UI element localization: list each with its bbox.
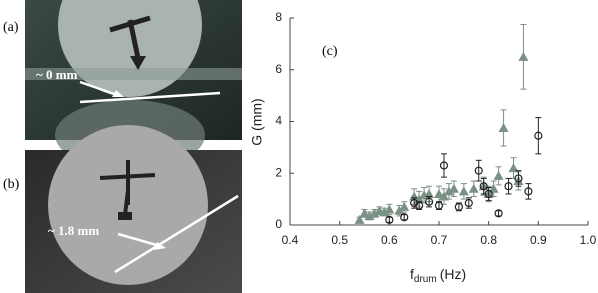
panel-label: (c) xyxy=(322,44,338,59)
triangle-point xyxy=(488,183,499,193)
triangle-point xyxy=(508,163,519,173)
triangle-point xyxy=(379,207,390,217)
panel-label: (b) xyxy=(3,177,20,192)
panel-label: (a) xyxy=(3,20,19,35)
error-bar xyxy=(515,170,522,187)
triangle-point xyxy=(493,170,504,180)
y-tick-label: 6 xyxy=(275,62,282,76)
circle-point xyxy=(494,209,503,218)
triangle-point xyxy=(359,208,370,218)
error-bar xyxy=(440,153,447,178)
circle-point xyxy=(464,198,473,208)
x-axis-label: fdrum (Hz) xyxy=(410,266,466,285)
circle-point xyxy=(434,201,444,210)
y-tick-label: 2 xyxy=(275,165,282,179)
x-tick-label: 0.7 xyxy=(431,233,448,247)
x-tick-label: 0.6 xyxy=(381,233,398,247)
triangle-point xyxy=(438,191,449,201)
circle-point xyxy=(454,202,463,211)
error-bar xyxy=(505,177,512,195)
circle-point xyxy=(534,131,543,140)
error-bar xyxy=(495,210,502,217)
error-bar xyxy=(485,186,492,201)
circle-point xyxy=(415,201,424,210)
y-axis-label: G (mm) xyxy=(249,98,265,145)
error-bar xyxy=(525,183,532,200)
triangle-point xyxy=(448,183,459,193)
triangle-point xyxy=(518,51,529,61)
x-axis-label-unit: (Hz) xyxy=(440,266,466,282)
circle-point xyxy=(410,198,419,208)
circle-point xyxy=(385,215,394,224)
x-tick-label: 0.4 xyxy=(282,233,299,247)
x-tick-label: 1.0 xyxy=(580,233,597,247)
triangle-point xyxy=(498,122,509,132)
triangle-point xyxy=(443,186,454,196)
circle-point xyxy=(524,187,533,196)
circle-point xyxy=(439,161,449,170)
error-bar xyxy=(535,117,542,155)
triangle-point xyxy=(399,201,410,211)
photo-annotation: ~ 1.8 mm xyxy=(48,223,99,238)
photo-b xyxy=(25,125,242,293)
error-bar xyxy=(386,216,393,223)
triangle-point xyxy=(354,214,365,224)
photo-annotation: ~ 0 mm xyxy=(36,67,78,82)
x-axis-label-sub: drum xyxy=(414,274,437,285)
circle-point xyxy=(514,174,523,183)
triangle-point xyxy=(434,188,444,198)
circle-point xyxy=(424,197,434,206)
y-tick-label: 4 xyxy=(275,114,282,128)
photo-a xyxy=(25,0,242,170)
circle-point xyxy=(504,182,513,191)
x-axis-label-main: f xyxy=(410,266,414,282)
triangle-point xyxy=(424,188,435,198)
circle-point xyxy=(484,189,493,199)
triangle-point xyxy=(458,186,469,196)
x-tick-label: 0.8 xyxy=(480,233,497,247)
error-bar xyxy=(401,214,408,221)
triangle-point xyxy=(468,183,479,193)
y-tick-label: 8 xyxy=(275,10,282,24)
x-tick-label: 0.9 xyxy=(530,233,547,247)
error-bar xyxy=(475,159,482,182)
circle-point xyxy=(479,182,488,191)
chart: (c) G (mm) fdrum (Hz) xyxy=(249,44,466,284)
circle-point xyxy=(474,166,483,175)
y-tick-label: 0 xyxy=(275,217,282,231)
circle-point xyxy=(400,213,409,222)
triangle-point xyxy=(384,204,395,214)
x-tick-label: 0.5 xyxy=(331,233,348,247)
